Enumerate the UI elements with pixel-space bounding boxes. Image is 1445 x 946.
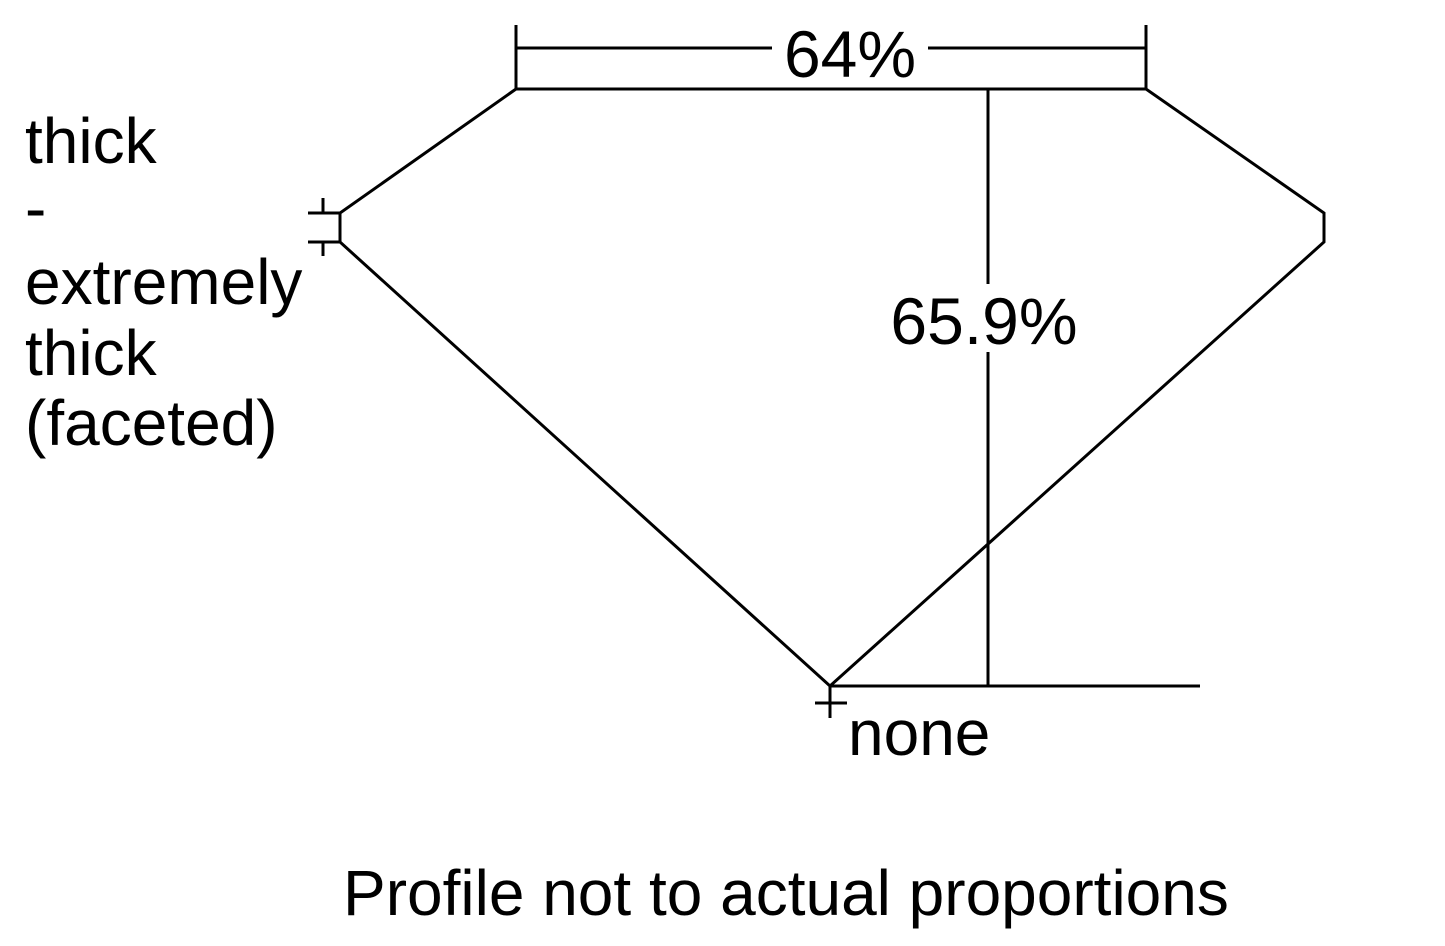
table-percent-label: 64%	[784, 17, 916, 91]
depth-dimension: 65.9%	[830, 89, 1200, 688]
gem-outline	[338, 87, 1326, 689]
girdle-marker	[308, 198, 340, 256]
footnote: Profile not to actual proportions	[343, 857, 1229, 929]
girdle-label: thick - extremely thick (faceted)	[25, 105, 302, 459]
girdle-label-line: thick	[25, 105, 158, 177]
girdle-label-line: extremely	[25, 246, 302, 318]
culet-marker: none	[815, 686, 990, 769]
table-dimension: 64%	[514, 17, 1148, 91]
girdle-label-line: -	[25, 172, 46, 244]
girdle-label-line: thick	[25, 317, 158, 389]
depth-percent-label: 65.9%	[890, 284, 1077, 358]
culet-label: none	[848, 697, 990, 769]
girdle-label-line: (faceted)	[25, 387, 278, 459]
